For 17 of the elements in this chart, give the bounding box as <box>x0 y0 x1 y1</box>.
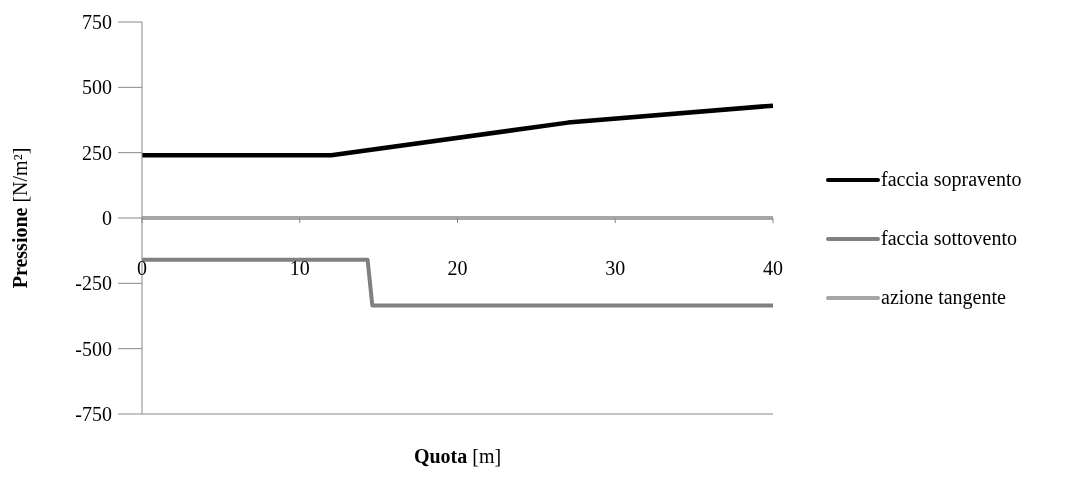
x-tick-label: 10 <box>289 256 310 279</box>
x-tick-label: 40 <box>763 256 783 279</box>
y-tick-label: -750 <box>75 403 112 426</box>
x-axis-title: Quota [m] <box>413 445 502 467</box>
y-tick-label: -250 <box>75 272 112 295</box>
y-tick-label: 250 <box>82 141 112 164</box>
x-tick-label: 20 <box>447 256 468 279</box>
y-tick-label: 0 <box>102 207 112 230</box>
y-tick-label: -500 <box>75 337 112 360</box>
x-tick-label: 0 <box>137 256 147 279</box>
y-tick-label: 500 <box>82 76 112 99</box>
legend-label: faccia sottovento <box>881 227 1018 250</box>
legend-label: azione tangente <box>881 286 1006 309</box>
legend-label: faccia sopravento <box>881 168 1022 191</box>
y-tick-label: 750 <box>82 11 112 34</box>
y-axis-title: Pressione [N/m²] <box>8 147 31 289</box>
x-tick-label: 30 <box>605 256 626 279</box>
